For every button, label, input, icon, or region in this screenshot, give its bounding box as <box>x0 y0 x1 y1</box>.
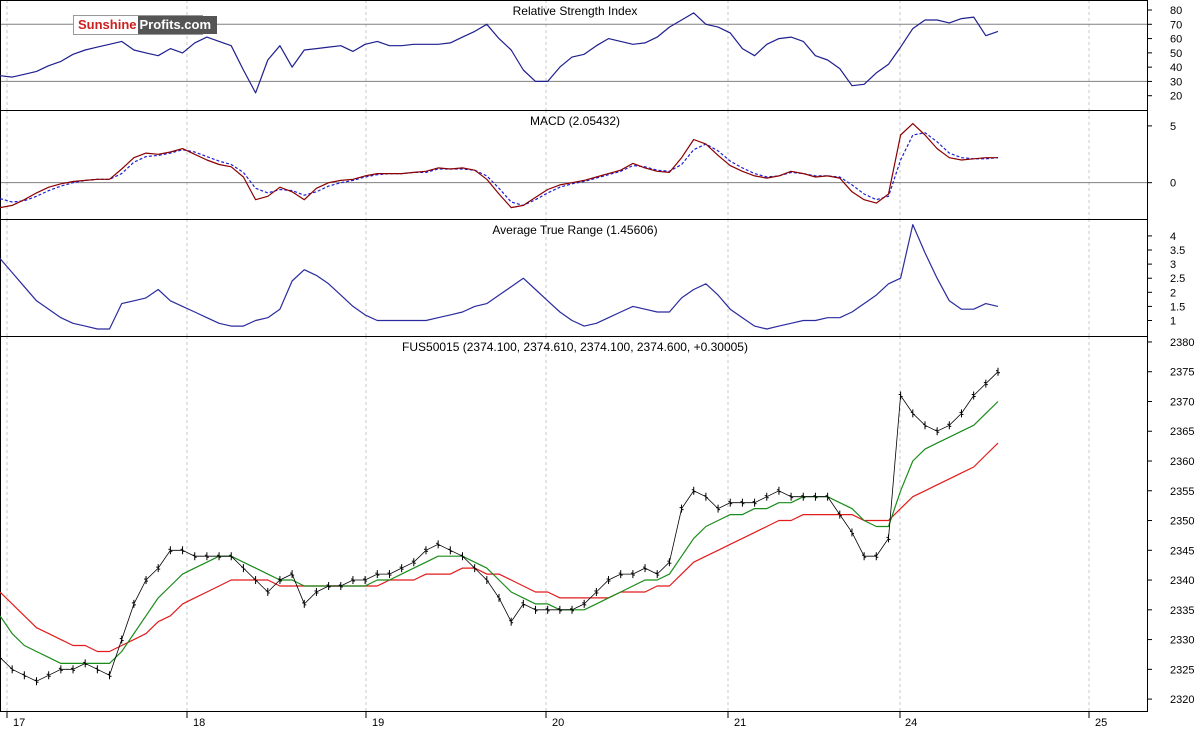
y-tick-label: 60 <box>1170 34 1182 46</box>
x-tick-label: 19 <box>372 717 384 729</box>
slow-moving-average-line <box>0 442 999 653</box>
rsi-line <box>0 12 999 94</box>
y-tick-label: 1 <box>1170 315 1176 327</box>
y-tick-label: 2340 <box>1170 575 1194 587</box>
y-tick-label: 3.5 <box>1170 245 1185 257</box>
macd-line <box>0 123 998 209</box>
y-tick-label: 5 <box>1170 121 1176 133</box>
price-line <box>0 371 999 682</box>
y-tick-label: 80 <box>1170 5 1182 17</box>
y-tick-label: 2360 <box>1170 456 1194 468</box>
y-tick-label: 2350 <box>1170 516 1194 528</box>
x-tick-label: 20 <box>552 717 564 729</box>
panel-frame <box>0 336 1148 712</box>
macd-signal-line <box>0 132 999 206</box>
label-layer: Relative Strength Index MACD (2.05432) A… <box>13 4 1194 729</box>
x-tick-label: 25 <box>1095 717 1107 729</box>
y-tick-label: 40 <box>1170 62 1182 74</box>
y-tick-label: 70 <box>1170 19 1182 31</box>
y-tick-label: 2325 <box>1170 664 1194 676</box>
x-tick-label: 21 <box>734 717 746 729</box>
fast-moving-average-line <box>0 401 999 664</box>
y-tick-label: 2335 <box>1170 605 1194 617</box>
y-tick-label: 2320 <box>1170 694 1194 706</box>
y-tick-label: 0 <box>1170 178 1176 190</box>
y-tick-label: 50 <box>1170 48 1182 60</box>
panel-frame <box>0 219 1148 337</box>
y-tick-label: 2.5 <box>1170 273 1185 285</box>
y-tick-label: 2370 <box>1170 396 1194 408</box>
rsi-panel-title: Relative Strength Index <box>513 4 638 18</box>
logo-part-profits: Profits.com <box>137 16 218 34</box>
macd-panel-title: MACD (2.05432) <box>530 114 620 128</box>
y-tick-label: 2380 <box>1170 337 1194 349</box>
y-tick-label: 20 <box>1170 91 1182 103</box>
atr-line <box>0 224 999 330</box>
y-tick-label: 3 <box>1170 259 1176 271</box>
y-tick-label: 2345 <box>1170 545 1194 557</box>
sunshine-profits-logo: Sunshine Profits.com <box>73 15 218 35</box>
y-tick-label: 2365 <box>1170 426 1194 438</box>
panel-frames <box>0 0 1152 718</box>
x-tick-label: 18 <box>193 717 205 729</box>
y-tick-label: 30 <box>1170 76 1182 88</box>
atr-panel-title: Average True Range (1.45606) <box>492 223 657 237</box>
x-tick-label: 17 <box>13 717 25 729</box>
price-panel-title: FUS50015 (2374.100, 2374.610, 2374.100, … <box>402 340 748 354</box>
grid-layer <box>0 0 1147 711</box>
y-tick-label: 2330 <box>1170 635 1194 647</box>
logo-part-sunshine: Sunshine <box>74 16 138 34</box>
series-layer <box>0 12 1000 686</box>
x-tick-label: 24 <box>905 717 917 729</box>
y-tick-label: 2375 <box>1170 367 1194 379</box>
y-tick-label: 4 <box>1170 231 1176 243</box>
y-tick-label: 2 <box>1170 287 1176 299</box>
y-tick-label: 2355 <box>1170 486 1194 498</box>
y-tick-label: 1.5 <box>1170 301 1185 313</box>
